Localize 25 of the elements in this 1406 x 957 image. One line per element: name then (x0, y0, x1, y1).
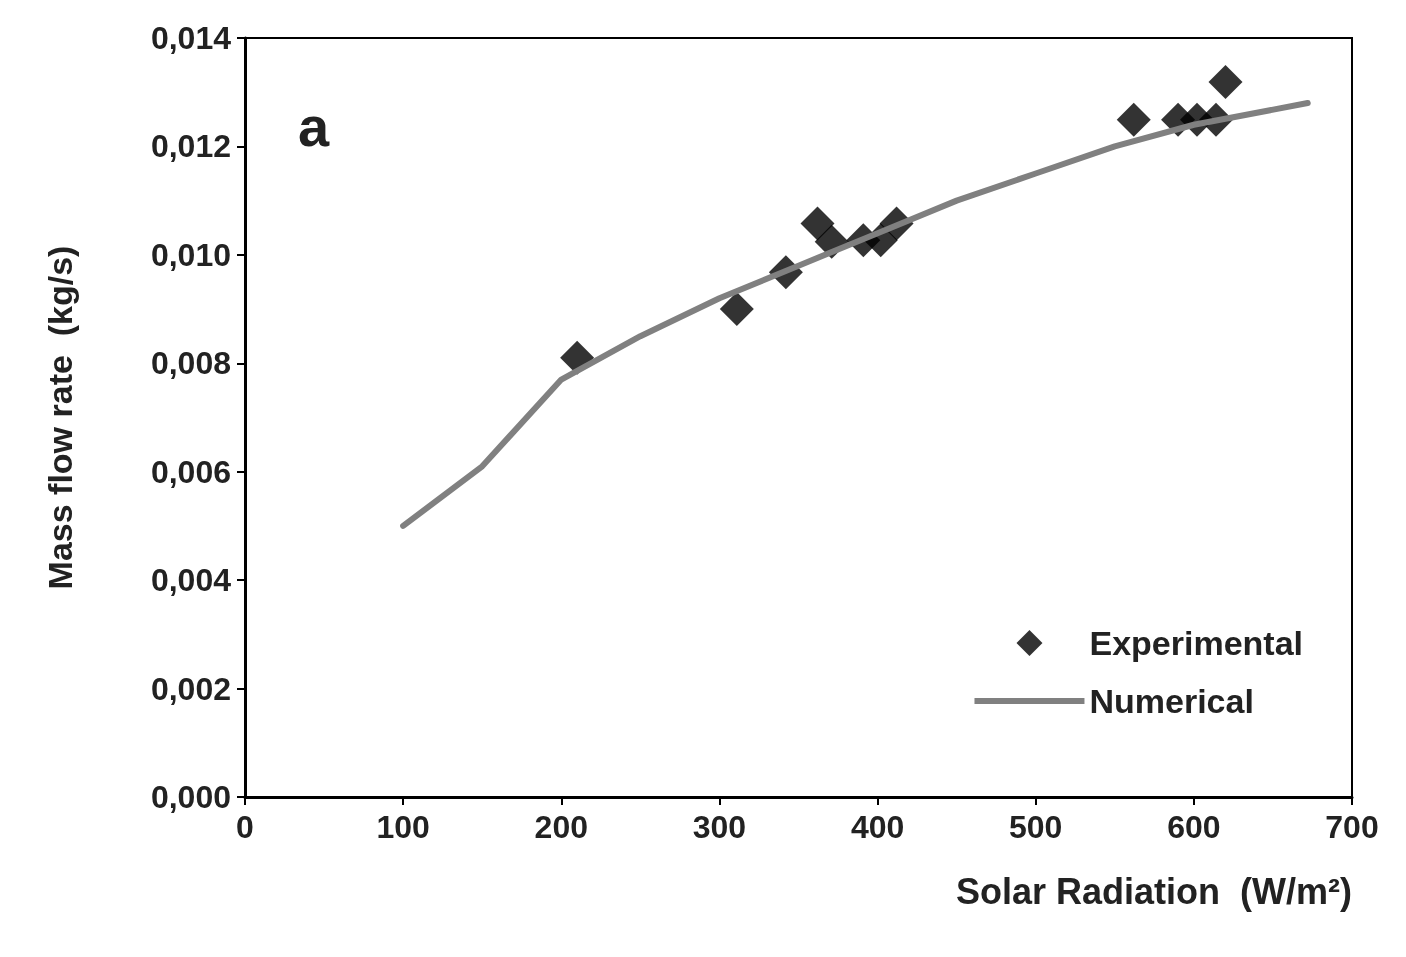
y-tick-label: 0,000 (150, 779, 231, 815)
x-tick-label: 400 (850, 809, 905, 845)
y-tick-label: 0,004 (150, 562, 232, 599)
point (800, 206, 835, 241)
x-tick-label: 600 (1167, 809, 1221, 845)
y-tick-label: 0,008 (150, 345, 231, 382)
y-tick-label: 0,010 (150, 236, 231, 273)
point (1116, 102, 1151, 137)
y-tick-label: 0,012 (150, 128, 231, 165)
annotation: a (298, 94, 330, 158)
x-tick-label: 200 (534, 809, 588, 845)
x-tick-label: 500 (1009, 809, 1063, 845)
point (719, 292, 754, 327)
legend-label: Experimental (1089, 624, 1303, 662)
y-tick-label: 0,006 (150, 453, 231, 490)
y-tick-label: 0,002 (150, 670, 231, 707)
x-axis-title: Solar Radiation (W/m²) (956, 870, 1352, 912)
y-axis-title: Mass flow rate (kg/s) (41, 245, 79, 590)
x-tick-label: 0 (236, 809, 254, 845)
y-tick-label: 0,014 (150, 20, 232, 56)
x-tick-label: 300 (692, 809, 747, 845)
x-tick-label: 100 (376, 809, 430, 845)
legend-label: Numerical (1089, 682, 1254, 720)
point (1208, 64, 1243, 99)
x-tick-label: 700 (1325, 809, 1379, 845)
